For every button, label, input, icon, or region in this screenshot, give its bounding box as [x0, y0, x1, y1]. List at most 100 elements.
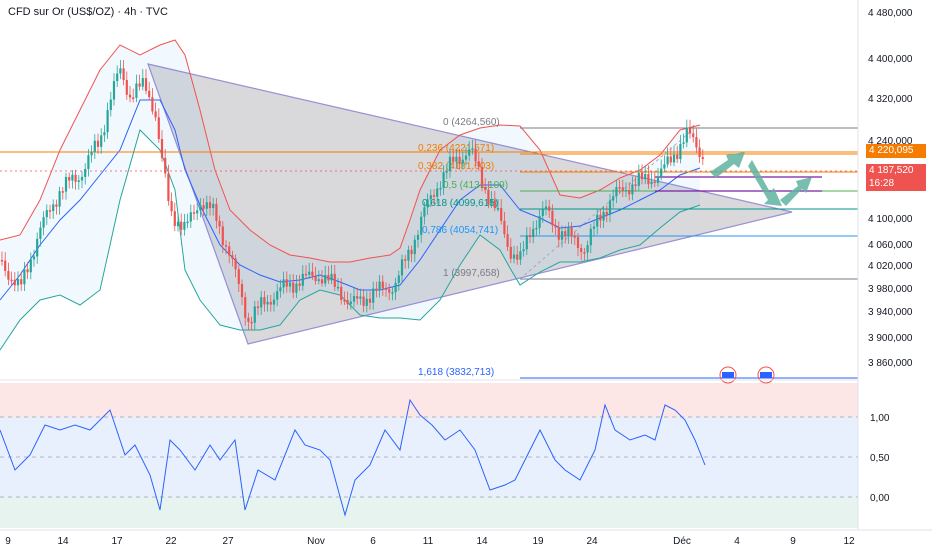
candle-body: [564, 231, 567, 236]
candle-body: [26, 269, 29, 273]
bollinger-bands: [0, 39, 701, 351]
candle-body: [125, 80, 128, 95]
candle-body: [394, 282, 397, 293]
candle-body: [624, 189, 628, 192]
candle-body: [4, 260, 7, 271]
candle-body: [634, 184, 637, 186]
candle-body: [477, 161, 480, 167]
fib-trend-line: [519, 131, 691, 280]
candle-body: [212, 203, 215, 209]
candle-body: [45, 210, 48, 218]
candle-body: [439, 187, 442, 190]
candle-body: [39, 227, 42, 239]
candle-body: [87, 155, 90, 169]
candle-body: [119, 68, 122, 74]
price-axis-label: 3 980,000: [868, 284, 913, 295]
candle-body: [327, 274, 330, 281]
candle-body: [36, 238, 39, 257]
candle-body: [192, 212, 196, 214]
fib-level-label: 0,236 (4221,571): [418, 143, 494, 154]
candle-body: [448, 156, 452, 172]
candle-body: [199, 205, 202, 211]
candle-body: [573, 236, 576, 238]
candle-body: [160, 139, 164, 158]
candle-body: [445, 171, 448, 173]
candle-body: [308, 271, 311, 275]
candle-body: [234, 258, 237, 270]
candle-body: [532, 228, 535, 238]
candle-body: [228, 246, 231, 256]
candle-body: [544, 206, 548, 209]
candle-body: [400, 259, 404, 276]
candle-body: [519, 251, 522, 260]
time-axis-label: Déc: [673, 536, 691, 547]
candle-body: [205, 202, 208, 209]
candle-body: [106, 110, 109, 133]
candle-body: [237, 269, 240, 285]
candle-body: [436, 188, 439, 197]
candle-body: [189, 212, 192, 222]
candle-body: [196, 210, 199, 214]
candle-body: [592, 226, 596, 229]
candle-body: [516, 254, 519, 260]
candle-body: [180, 221, 183, 230]
candle-body: [13, 279, 16, 286]
candle-body: [52, 204, 55, 212]
candle-body: [77, 180, 80, 182]
candle-body: [500, 208, 503, 221]
overbought-zone: [0, 383, 858, 417]
candle-body: [528, 235, 532, 238]
candle-body: [20, 279, 23, 285]
candle-body: [253, 306, 256, 323]
candle-body: [346, 300, 349, 305]
candle-body: [29, 259, 32, 273]
candle-body: [333, 273, 336, 287]
candle-body: [397, 275, 400, 283]
candle-body: [567, 227, 570, 236]
candle-body: [263, 297, 266, 305]
indicator-axis-label: 0,50: [870, 453, 890, 464]
candle-body: [506, 234, 509, 247]
candle-body: [269, 301, 272, 305]
candle-body: [560, 231, 564, 240]
time-axis-label: 4: [734, 536, 740, 547]
fib-level-label: 1,618 (3832,713): [418, 367, 494, 378]
oversold-zone: [0, 497, 858, 528]
candle-body: [413, 239, 416, 255]
candle-body: [474, 148, 477, 162]
candle-body: [637, 172, 640, 186]
candle-body: [176, 221, 180, 227]
candle-body: [144, 78, 148, 91]
candle-body: [618, 187, 621, 189]
candle-body: [186, 221, 189, 224]
candle-body: [7, 270, 10, 280]
candle-body: [362, 296, 365, 306]
candle-body: [96, 140, 100, 147]
price-axis-label: 3 940,000: [868, 307, 913, 318]
candle-body: [266, 301, 269, 305]
candle-body: [410, 249, 413, 255]
candle-body: [554, 225, 557, 228]
candle-body: [93, 140, 96, 152]
candle-body: [0, 260, 4, 262]
time-axis-label: 24: [586, 536, 598, 547]
event-flag-1-icon: [722, 372, 734, 378]
candle-body: [80, 176, 84, 181]
candle-body: [23, 269, 26, 285]
candle-body: [74, 174, 77, 182]
candle-body: [650, 181, 653, 185]
candle-body: [208, 202, 212, 209]
candle-body: [541, 208, 544, 217]
candle-body: [455, 156, 458, 162]
candle-body: [288, 282, 292, 287]
price-axis-label: 4 060,000: [868, 240, 913, 251]
candlesticks: [0, 59, 704, 331]
candle-body: [570, 227, 573, 237]
candle-body: [509, 246, 512, 259]
candle-body: [244, 297, 247, 318]
candle-body: [647, 173, 650, 185]
candle-body: [490, 200, 493, 205]
candle-body: [384, 288, 388, 290]
